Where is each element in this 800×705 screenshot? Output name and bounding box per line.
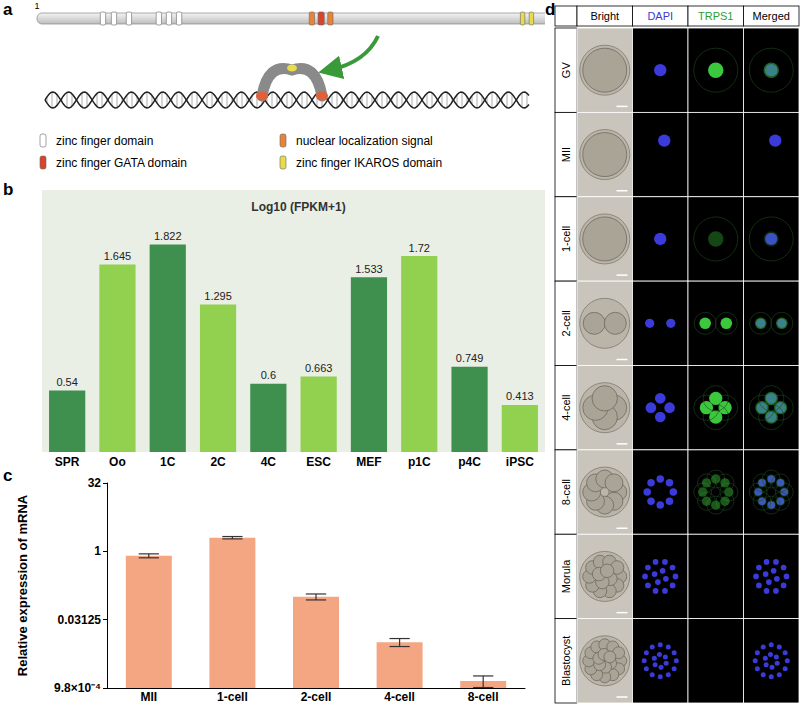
svg-text:8-cell: 8-cell [468, 690, 499, 704]
svg-text:2-cell: 2-cell [301, 690, 332, 704]
svg-text:0.6: 0.6 [261, 369, 276, 381]
svg-text:0.03125: 0.03125 [58, 613, 102, 627]
svg-text:DAPI: DAPI [647, 10, 673, 22]
svg-text:9.8×10⁻⁴: 9.8×10⁻⁴ [54, 681, 101, 695]
svg-text:1: 1 [94, 544, 101, 558]
svg-text:1.533: 1.533 [355, 263, 383, 275]
svg-text:zinc finger domain: zinc finger domain [56, 134, 153, 148]
svg-text:zinc finger IKAROS domain: zinc finger IKAROS domain [296, 156, 442, 170]
svg-text:p4C: p4C [458, 455, 481, 469]
svg-text:0.749: 0.749 [456, 352, 484, 364]
html-text:d: d [545, 0, 556, 19]
svg-text:Blastocyst: Blastocyst [560, 636, 572, 686]
svg-text:0.54: 0.54 [56, 376, 77, 388]
svg-text:4C: 4C [261, 455, 277, 469]
svg-text:Bright: Bright [590, 10, 619, 22]
svg-text:1.822: 1.822 [154, 230, 182, 242]
svg-text:p1C: p1C [408, 455, 431, 469]
svg-text:1: 1 [34, 1, 39, 11]
svg-text:1-cell: 1-cell [560, 226, 572, 252]
svg-text:2C: 2C [210, 455, 226, 469]
html-text:a: a [3, 0, 13, 19]
svg-text:Oo: Oo [109, 455, 126, 469]
svg-text:Morula: Morula [560, 559, 572, 594]
svg-text:1.295: 1.295 [204, 290, 232, 302]
svg-text:4-cell: 4-cell [560, 395, 572, 421]
svg-text:MEF: MEF [356, 455, 381, 469]
svg-text:Merged: Merged [753, 10, 790, 22]
svg-text:ESC: ESC [306, 455, 331, 469]
svg-text:1.72: 1.72 [409, 242, 430, 254]
html-text:c: c [3, 466, 13, 485]
svg-text:GV: GV [560, 62, 572, 79]
svg-text:8-cell: 8-cell [560, 479, 572, 505]
svg-text:1C: 1C [160, 455, 176, 469]
svg-text:0.663: 0.663 [305, 362, 333, 374]
svg-text:32: 32 [88, 476, 102, 490]
svg-text:1-cell: 1-cell [217, 690, 248, 704]
svg-text:4-cell: 4-cell [384, 690, 415, 704]
svg-text:Log10 (FPKM+1): Log10 (FPKM+1) [251, 200, 345, 214]
svg-text:TRPS1: TRPS1 [698, 10, 733, 22]
svg-text:iPSC: iPSC [506, 455, 534, 469]
svg-text:zinc finger GATA domain: zinc finger GATA domain [56, 156, 187, 170]
svg-text:MII: MII [560, 147, 572, 162]
svg-text:MII: MII [140, 690, 157, 704]
svg-text:SPR: SPR [55, 455, 80, 469]
svg-text:nuclear localization signal: nuclear localization signal [296, 134, 433, 148]
html-text:b: b [3, 180, 14, 199]
svg-text:1.645: 1.645 [104, 250, 132, 262]
svg-text:0.413: 0.413 [506, 390, 534, 402]
svg-text:2-cell: 2-cell [560, 310, 572, 336]
svg-text:Relative expression of mRNA: Relative expression of mRNA [15, 494, 30, 676]
